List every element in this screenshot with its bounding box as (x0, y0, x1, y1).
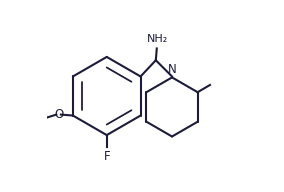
Text: F: F (103, 150, 110, 163)
Text: N: N (168, 64, 176, 76)
Text: NH₂: NH₂ (147, 34, 168, 44)
Text: O: O (54, 108, 63, 121)
